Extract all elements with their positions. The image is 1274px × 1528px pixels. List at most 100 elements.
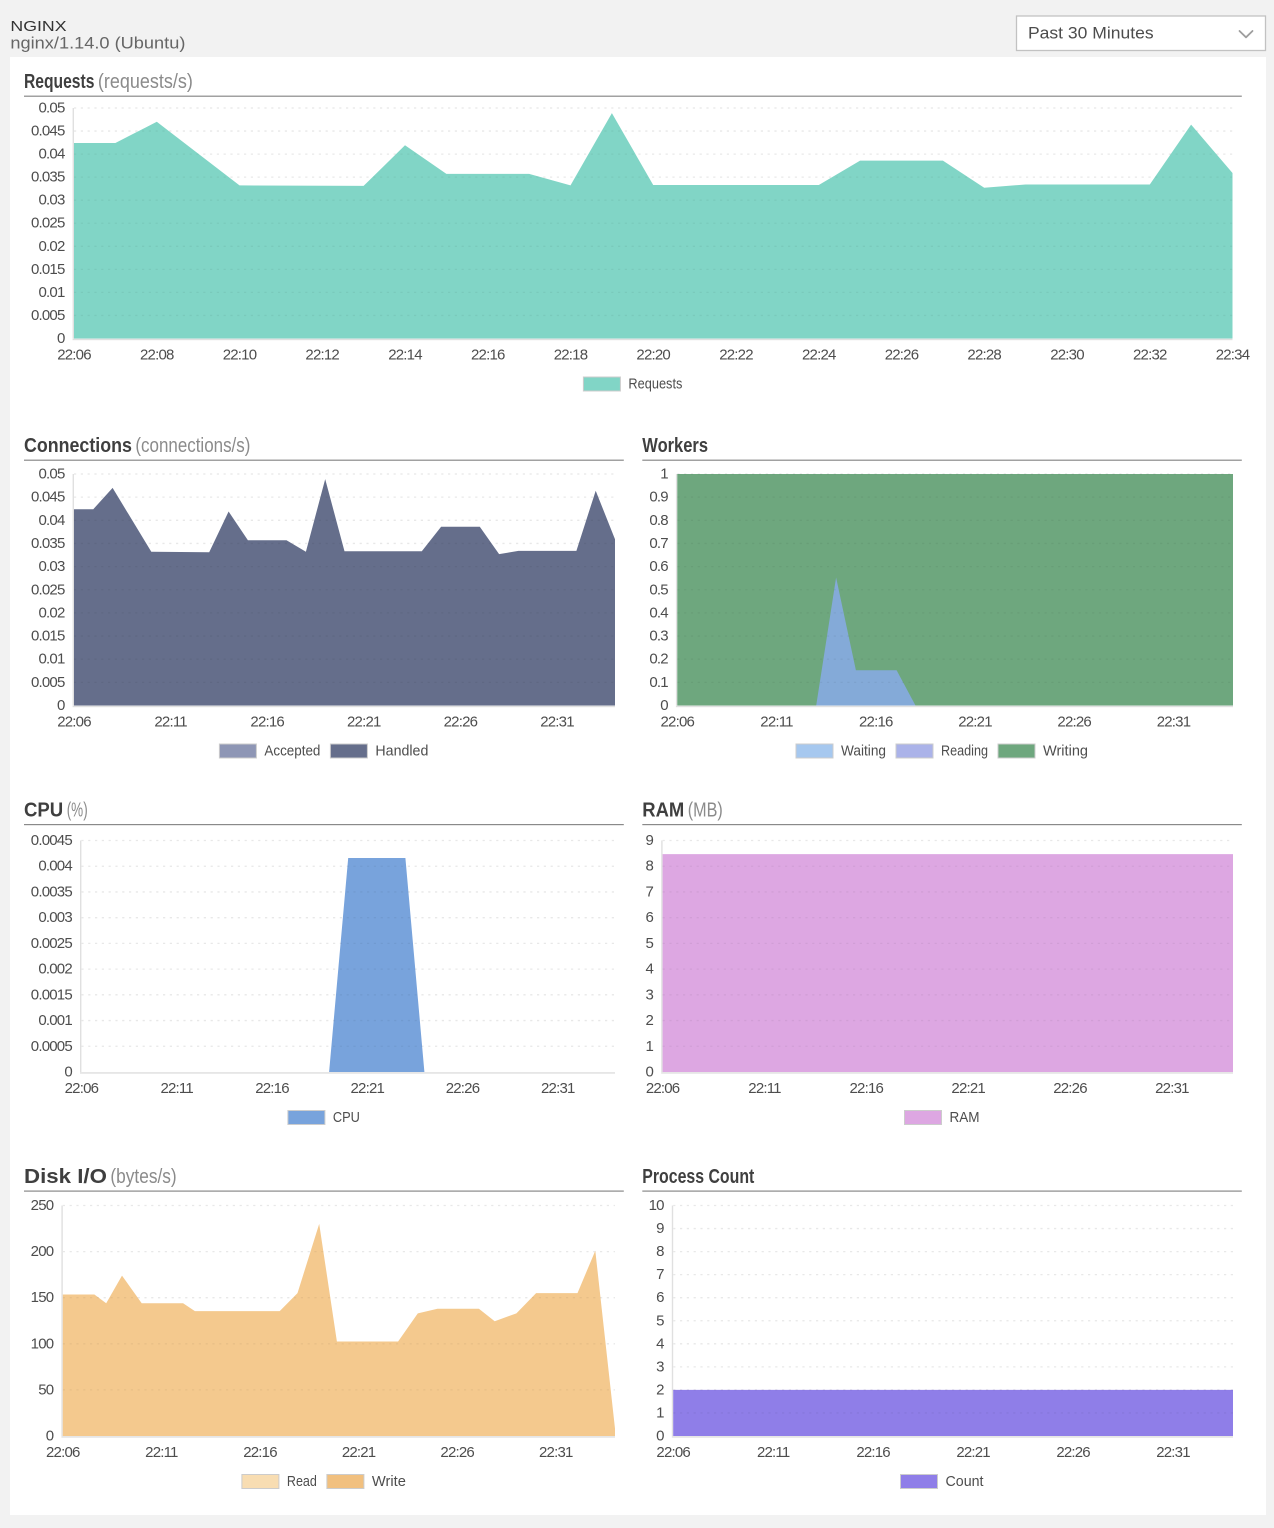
svg-text:Connections(connections/s): Connections (connections/s) (24, 434, 250, 457)
svg-text:Past 30 Minutes: Past 30 Minutes (1028, 25, 1154, 43)
svg-text:22:21: 22:21 (342, 1444, 376, 1461)
svg-text:5: 5 (656, 1312, 664, 1329)
svg-text:0.6: 0.6 (649, 558, 668, 575)
svg-text:0.001: 0.001 (38, 1012, 72, 1029)
svg-text:0.8: 0.8 (649, 512, 668, 529)
svg-text:0.02: 0.02 (39, 604, 65, 621)
svg-text:Read: Read (287, 1473, 317, 1490)
svg-text:0.2: 0.2 (649, 651, 668, 668)
svg-text:22:26: 22:26 (885, 347, 919, 364)
svg-text:5: 5 (646, 935, 654, 952)
svg-text:0.002: 0.002 (38, 961, 72, 978)
svg-text:22:06: 22:06 (46, 1444, 80, 1461)
svg-text:nginx/1.14.0 (Ubuntu): nginx/1.14.0 (Ubuntu) (10, 35, 185, 53)
svg-text:22:21: 22:21 (951, 1080, 985, 1097)
svg-text:0.5: 0.5 (649, 581, 668, 598)
svg-text:CPU: CPU (333, 1109, 360, 1126)
svg-text:22:21: 22:21 (958, 714, 992, 731)
svg-text:Write: Write (372, 1473, 406, 1490)
svg-text:22:10: 22:10 (223, 347, 257, 364)
svg-text:150: 150 (31, 1289, 54, 1306)
svg-text:4: 4 (656, 1335, 664, 1352)
svg-text:0.045: 0.045 (31, 123, 65, 140)
svg-text:Disk I/O(bytes/s): Disk I/O (bytes/s) (24, 1165, 177, 1188)
svg-text:22:16: 22:16 (255, 1080, 289, 1097)
svg-text:50: 50 (38, 1381, 54, 1398)
svg-text:22:11: 22:11 (160, 1080, 193, 1097)
svg-text:0.0025: 0.0025 (31, 935, 73, 952)
svg-text:0.05: 0.05 (39, 466, 65, 483)
svg-text:6: 6 (646, 909, 654, 926)
svg-text:0.035: 0.035 (31, 169, 65, 186)
svg-text:0: 0 (57, 697, 65, 714)
svg-text:22:16: 22:16 (250, 714, 284, 731)
svg-text:0.005: 0.005 (31, 307, 65, 324)
svg-text:0.015: 0.015 (31, 628, 65, 645)
svg-text:22:16: 22:16 (471, 347, 505, 364)
svg-text:NGINX: NGINX (10, 19, 67, 35)
svg-text:4: 4 (646, 961, 654, 978)
svg-text:7: 7 (646, 883, 654, 900)
svg-text:0: 0 (46, 1428, 54, 1445)
svg-text:22:11: 22:11 (154, 714, 187, 731)
svg-text:0.05: 0.05 (39, 100, 65, 117)
svg-text:Waiting: Waiting (841, 743, 886, 760)
svg-text:22:21: 22:21 (347, 714, 381, 731)
svg-text:0.005: 0.005 (31, 674, 65, 691)
svg-text:Workers: Workers (642, 434, 708, 457)
svg-text:1: 1 (660, 466, 668, 483)
svg-text:22:31: 22:31 (1155, 1080, 1189, 1097)
svg-text:0.015: 0.015 (31, 261, 65, 278)
svg-text:0.025: 0.025 (31, 215, 65, 232)
svg-text:2: 2 (656, 1381, 664, 1398)
svg-text:0.03: 0.03 (39, 558, 65, 575)
svg-text:22:14: 22:14 (388, 347, 422, 364)
svg-text:22:06: 22:06 (661, 714, 695, 731)
svg-text:0.0015: 0.0015 (31, 986, 73, 1003)
svg-text:22:11: 22:11 (757, 1444, 790, 1461)
svg-text:RAM(MB): RAM (MB) (642, 798, 723, 821)
svg-text:22:32: 22:32 (1133, 347, 1167, 364)
svg-text:22:31: 22:31 (541, 1080, 575, 1097)
svg-text:22:26: 22:26 (1053, 1080, 1087, 1097)
svg-text:0.0035: 0.0035 (31, 883, 73, 900)
svg-text:0: 0 (660, 697, 668, 714)
svg-text:22:31: 22:31 (540, 714, 574, 731)
svg-text:22:26: 22:26 (446, 1080, 480, 1097)
svg-text:200: 200 (31, 1243, 54, 1260)
svg-text:22:06: 22:06 (656, 1444, 690, 1461)
svg-text:22:21: 22:21 (956, 1444, 990, 1461)
svg-text:22:06: 22:06 (646, 1080, 680, 1097)
svg-text:22:31: 22:31 (539, 1444, 573, 1461)
svg-text:22:12: 22:12 (305, 347, 339, 364)
svg-text:22:31: 22:31 (1157, 714, 1191, 731)
svg-text:7: 7 (656, 1266, 664, 1283)
svg-text:22:26: 22:26 (1057, 714, 1091, 731)
svg-text:22:24: 22:24 (802, 347, 836, 364)
svg-text:22:26: 22:26 (444, 714, 478, 731)
svg-text:22:22: 22:22 (719, 347, 753, 364)
svg-text:Writing: Writing (1043, 743, 1088, 760)
svg-text:0.004: 0.004 (38, 858, 72, 875)
svg-text:22:18: 22:18 (554, 347, 588, 364)
svg-text:9: 9 (656, 1220, 664, 1237)
svg-text:0.045: 0.045 (31, 489, 65, 506)
svg-text:Requests: Requests (628, 376, 682, 393)
svg-text:0.3: 0.3 (649, 628, 668, 645)
svg-text:0.03: 0.03 (39, 192, 65, 209)
svg-text:22:28: 22:28 (967, 347, 1001, 364)
svg-text:22:16: 22:16 (859, 714, 893, 731)
svg-text:22:06: 22:06 (65, 1080, 99, 1097)
svg-text:0.02: 0.02 (39, 238, 65, 255)
svg-text:Process Count: Process Count (642, 1165, 754, 1188)
svg-text:0.04: 0.04 (39, 512, 65, 529)
svg-text:6: 6 (656, 1289, 664, 1306)
svg-text:0.9: 0.9 (649, 489, 668, 506)
svg-text:9: 9 (646, 832, 654, 849)
svg-text:22:20: 22:20 (636, 347, 670, 364)
svg-text:Count: Count (946, 1473, 985, 1490)
svg-text:0.035: 0.035 (31, 535, 65, 552)
svg-text:0.4: 0.4 (649, 604, 668, 621)
svg-text:22:16: 22:16 (850, 1080, 884, 1097)
svg-text:22:16: 22:16 (243, 1444, 277, 1461)
